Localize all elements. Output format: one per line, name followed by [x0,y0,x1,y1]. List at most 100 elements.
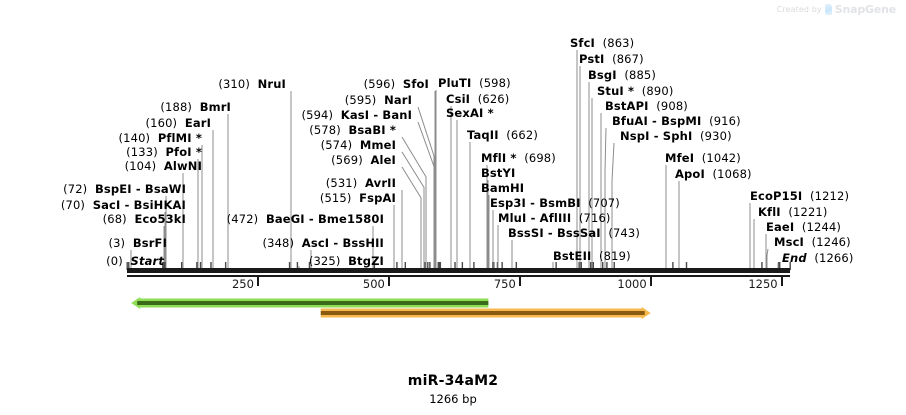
restriction-site-label-alwni[interactable]: (104) AlwNI [0,160,202,172]
cut-site-tick [224,262,227,270]
enzyme-position: (70) [60,198,86,212]
restriction-site-label-bstapi[interactable]: BstAPI (908) [605,100,688,112]
restriction-site-label-eco53ki[interactable]: (68) Eco53kI [0,213,186,225]
enzyme-position: (472) [226,212,259,226]
enzyme-position: (0) [106,254,123,268]
restriction-site-label-bmri[interactable]: (188) BmrI [0,101,231,113]
cut-site-tick [779,262,781,270]
restriction-site-label-bsteii[interactable]: BstEII (819) [553,250,631,262]
cut-site-tick [672,262,674,270]
restriction-site-label-pflmi[interactable]: (140) PflMI * [0,132,202,144]
restriction-site-label-bfuai[interactable]: BfuAI - BspMI (916) [612,115,741,127]
enzyme-position: (515) [319,191,352,205]
restriction-site-label-bsrfi[interactable]: (3) BsrFI [0,237,167,249]
restriction-site-label-sfoi[interactable]: (596) SfoI [0,78,429,90]
cut-site-tick [454,262,456,270]
enzyme-name: Esp3I - BsmBI [490,196,581,210]
restriction-site-label-ecop15i[interactable]: EcoP15I (1212) [750,190,849,202]
restriction-site-label-mfei[interactable]: MfeI (1042) [665,152,741,164]
enzyme-position: (1244) [801,220,842,234]
restriction-site-label-mlui[interactable]: MluI - AflIII (716) [498,212,611,224]
restriction-site-label-stui[interactable]: StuI * (890) [597,85,673,97]
restriction-site-label-baegi[interactable]: (472) BaeGI - Bme1580I [0,213,384,225]
restriction-site-label-sexai[interactable]: SexAI * [446,107,494,119]
enzyme-name: BstYI [481,166,516,180]
enzyme-name: ApoI [675,167,705,181]
restriction-site-label-start[interactable]: (0) Start [0,255,164,267]
restriction-site-label-end[interactable]: End (1266) [782,252,854,264]
enzyme-name: Eco53kI [134,212,186,226]
restriction-site-label-bsssi[interactable]: BssSI - BssSaI (743) [508,227,640,239]
cut-site-tick [496,262,499,270]
restriction-site-label-psti[interactable]: PstI (867) [579,53,644,65]
restriction-site-label-bsgi[interactable]: BsgI (885) [588,69,656,81]
enzyme-position: (595) [344,93,377,107]
enzyme-name: MfeI [665,151,695,165]
restriction-site-label-pfoi[interactable]: (133) PfoI * [0,146,202,158]
enzyme-position: (569) [331,153,363,167]
enzyme-position: (908) [656,99,688,113]
cut-site-tick [163,262,165,270]
enzyme-position: (819) [599,249,631,263]
restriction-site-label-eari[interactable]: (160) EarI [0,117,211,129]
restriction-site-label-asci[interactable]: (348) AscI - BssHII [0,237,384,249]
cut-site-tick [128,262,130,270]
enzyme-name: MmeI [359,138,396,152]
enzyme-position: (133) [126,145,158,159]
restriction-site-label-sfci[interactable]: SfcI (863) [570,37,634,49]
enzyme-name: KflI [758,205,781,219]
enzyme-name: BstEII [553,249,592,263]
restriction-site-label-nrui[interactable]: (310) NruI [0,78,286,90]
ruler-tick-label: 1250 [748,277,778,291]
enzyme-position: (1212) [809,189,850,203]
sequence-length: 1266 bp [429,392,477,406]
enzyme-name: End [782,251,807,265]
restriction-site-label-fspai[interactable]: (515) FspAI [0,192,396,204]
enzyme-position: (596) [363,77,396,91]
enzyme-name: MflI * [481,151,517,165]
restriction-site-label-pluti[interactable]: PluTI (598) [438,77,511,89]
restriction-site-label-msci[interactable]: MscI (1246) [774,236,851,248]
ruler-tick-label: 750 [493,277,516,291]
restriction-site-label-btgzi[interactable]: (325) BtgZI [0,255,384,267]
restriction-site-label-taqii[interactable]: TaqII (662) [467,129,538,141]
restriction-site-label-nspi[interactable]: NspI - SphI (930) [620,130,732,142]
cut-site-tick [602,262,604,270]
enzyme-position: (863) [602,36,635,50]
enzyme-name: PflMI * [157,131,202,145]
enzyme-position: (707) [588,196,620,210]
restriction-site-label-bamhi[interactable]: BamHI [481,182,524,194]
restriction-site-label-nari[interactable]: (595) NarI [0,94,412,106]
restriction-site-label-mflii[interactable]: MflI * (698) [481,152,556,164]
enzyme-position: (3) [108,236,126,250]
restriction-site-label-csii[interactable]: CsiI (626) [446,93,509,105]
restriction-site-label-kasi[interactable]: (594) KasI - BanI [0,109,412,121]
restriction-site-label-mmei[interactable]: (574) MmeI [0,139,396,151]
restriction-site-label-saci[interactable]: (70) SacI - BsiHKAI [0,199,186,211]
restriction-site-label-eaei[interactable]: EaeI (1244) [766,221,841,233]
restriction-site-label-alei[interactable]: (569) AleI [0,154,396,166]
restriction-site-label-esp3i[interactable]: Esp3I - BsmBI (707) [490,197,620,209]
enzyme-position: (188) [160,100,193,114]
enzyme-name: AvrII [365,176,396,190]
enzyme-name: BspEI - BsaWI [94,182,186,196]
cut-site-tick [396,262,398,270]
restriction-site-label-bstyi[interactable]: BstYI [481,167,515,179]
restriction-site-label-apoi[interactable]: ApoI (1068) [675,168,752,180]
cut-site-tick [473,262,475,270]
restriction-site-label-kfli[interactable]: KflI (1221) [758,206,828,218]
enzyme-name: CsiI [446,92,471,106]
enzyme-position: (1246) [811,235,851,249]
enzyme-name: SacI - BsiHKAI [92,198,186,212]
ruler-tick [387,277,390,286]
enzyme-position: (662) [506,128,538,142]
restriction-site-label-avrii[interactable]: (531) AvrII [0,177,396,189]
cut-site-tick [296,262,299,270]
orange-feature-arrow-core [320,311,645,315]
restriction-site-label-bspei[interactable]: (72) BspEI - BsaWI [0,183,186,195]
restriction-site-label-bsabi[interactable]: (578) BsaBI * [0,124,396,136]
enzyme-name: BamHI [481,181,525,195]
title-block: miR-34aM2 1266 bp [0,373,906,406]
